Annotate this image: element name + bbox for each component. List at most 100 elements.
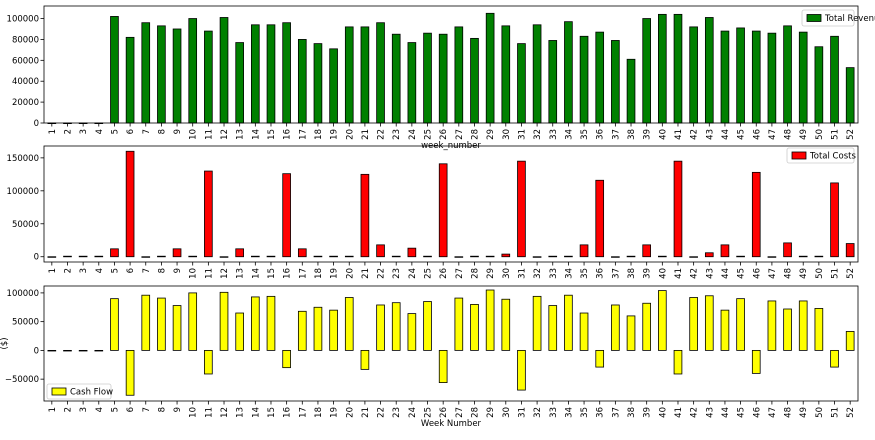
bar-total-costs-week-17 [297, 248, 307, 258]
bar-total-revenue-week-27 [454, 26, 464, 124]
bar-total-revenue-week-25 [423, 32, 432, 124]
x-tick-label: 49 [799, 407, 809, 418]
bar-total-costs-week-3 [78, 255, 88, 258]
bar-total-costs-week-7 [141, 256, 151, 258]
x-tick-label: 41 [674, 129, 684, 140]
bar-total-revenue-week-26 [438, 33, 448, 124]
x-tick-label: 21 [361, 268, 371, 279]
x-tick-label: 34 [564, 407, 574, 418]
bar-total-revenue-week-19 [329, 48, 338, 124]
bar-total-costs-week-29 [485, 255, 495, 258]
y-tick-label: 150000 [7, 154, 39, 164]
bar-total-costs-week-26 [438, 163, 448, 258]
bar-cash-flow-week-41 [673, 349, 683, 375]
bar-cash-flow-week-28 [470, 303, 479, 351]
bar-total-revenue-week-46 [751, 30, 761, 124]
x-tick-label: 13 [236, 407, 246, 418]
y-tick-label: 50000 [12, 318, 39, 328]
x-tick-label: 10 [189, 407, 199, 418]
y-tick-label: 40000 [12, 77, 39, 87]
bar-total-costs-week-46 [751, 171, 761, 258]
x-tick-label: 26 [439, 407, 449, 418]
bar-total-revenue-week-41 [673, 13, 683, 124]
x-tick-label: 20 [345, 129, 355, 140]
bar-total-costs-week-32 [532, 256, 542, 258]
x-tick-label: 5 [110, 129, 120, 134]
bar-total-revenue-week-44 [720, 30, 730, 124]
x-tick-label: 41 [674, 268, 684, 279]
x-tick-label: 8 [157, 268, 167, 273]
x-tick-label: 33 [549, 129, 559, 140]
x-tick-label: 37 [611, 407, 621, 418]
x-tick-label: 1 [48, 407, 58, 412]
legend: Total Costs [786, 147, 856, 164]
x-tick-label: 3 [79, 268, 89, 273]
bar-cash-flow-week-3 [78, 349, 88, 352]
bar-total-revenue-week-8 [157, 25, 166, 124]
x-tick-label: 40 [658, 129, 668, 140]
bar-total-revenue-week-40 [658, 13, 667, 124]
x-tick-label: 48 [784, 268, 794, 279]
bar-total-revenue-week-30 [501, 25, 511, 124]
y-tick-label: 80000 [12, 35, 39, 45]
bar-cash-flow-week-4 [94, 349, 104, 352]
x-tick-label: 29 [486, 129, 496, 140]
x-tick-label: 19 [330, 129, 340, 140]
x-tick-label: 33 [549, 407, 559, 418]
bar-total-revenue-week-13 [235, 42, 244, 124]
x-tick-label: 4 [95, 407, 105, 412]
bar-total-costs-week-25 [423, 255, 432, 258]
x-tick-label: 30 [502, 129, 512, 140]
bar-cash-flow-week-50 [814, 308, 824, 351]
x-tick-label: 11 [204, 268, 214, 279]
x-tick-label: 49 [799, 129, 809, 140]
x-tick-label: 30 [502, 268, 512, 279]
x-tick-label: 20 [345, 268, 355, 279]
bar-total-revenue-week-28 [470, 37, 479, 124]
bar-total-revenue-week-16 [282, 22, 291, 124]
x-tick-label: 1 [48, 129, 58, 134]
bar-total-costs-week-35 [579, 244, 589, 258]
x-tick-label: 32 [533, 129, 543, 140]
x-tick-label: 16 [283, 129, 293, 140]
y-tick-label: 50000 [12, 220, 39, 230]
x-tick-label: 5 [110, 268, 120, 273]
x-tick-label: 21 [361, 407, 371, 418]
bar-total-costs-week-30 [501, 253, 511, 258]
x-tick-label: 46 [752, 407, 762, 418]
x-tick-label: 42 [690, 129, 700, 140]
x-tick-label: 26 [439, 129, 449, 140]
bar-total-costs-week-1 [47, 256, 57, 258]
bar-total-costs-week-50 [814, 255, 824, 258]
bar-total-revenue-week-45 [736, 27, 745, 124]
x-tick-label: 48 [784, 129, 794, 140]
x-tick-label: 16 [283, 407, 293, 418]
bar-total-costs-week-42 [689, 256, 698, 258]
x-tick-label: 43 [705, 407, 715, 418]
bar-total-revenue-week-5 [110, 16, 119, 124]
bar-total-revenue-week-9 [172, 28, 182, 124]
x-tick-label: 3 [79, 129, 89, 134]
x-tick-label: 36 [596, 407, 606, 418]
x-tick-label: 52 [846, 129, 856, 140]
bar-cash-flow-week-34 [564, 294, 573, 351]
bar-cash-flow-week-40 [658, 290, 667, 351]
bar-total-costs-week-21 [360, 173, 370, 258]
x-tick-label: 35 [580, 268, 590, 279]
x-axis-label: Week Number [421, 419, 482, 429]
x-tick-label: 32 [533, 407, 543, 418]
bar-cash-flow-week-49 [798, 300, 808, 351]
bar-total-revenue-week-24 [407, 42, 417, 124]
bar-total-revenue-week-23 [391, 33, 401, 124]
x-tick-label: 22 [377, 268, 387, 279]
x-tick-label: 13 [236, 268, 246, 279]
x-tick-label: 6 [126, 268, 136, 273]
bar-total-revenue-week-49 [798, 31, 808, 124]
x-tick-label: 27 [455, 129, 465, 140]
y-tick-label: 0 [34, 346, 39, 356]
bar-total-costs-week-23 [391, 255, 401, 258]
bar-cash-flow-week-27 [454, 297, 464, 351]
x-tick-label: 16 [283, 268, 293, 279]
